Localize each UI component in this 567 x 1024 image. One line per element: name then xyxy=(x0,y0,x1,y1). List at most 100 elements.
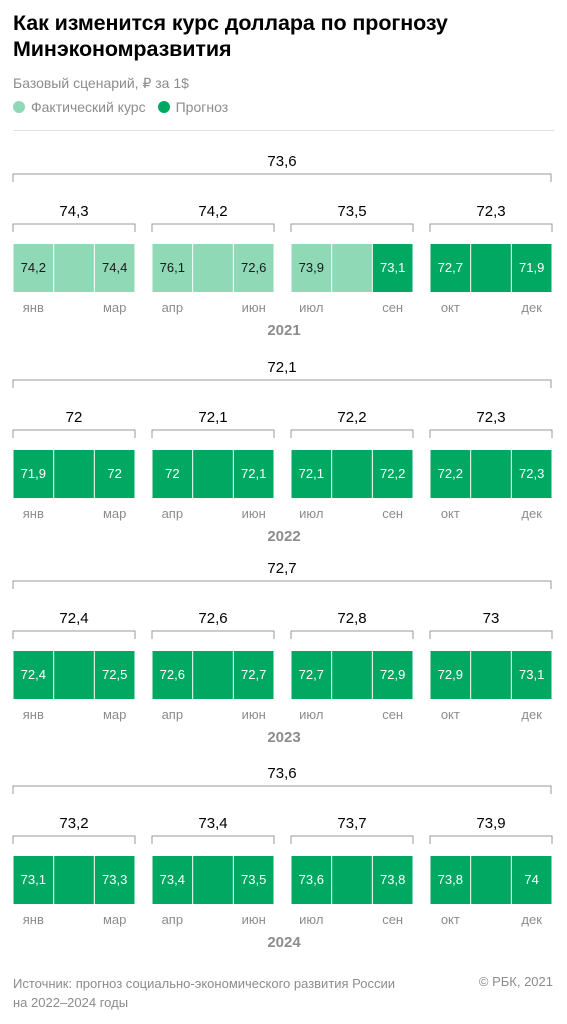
month-bar-y2021-q2-m3 xyxy=(233,244,274,292)
month-bar-y2024-q4-m1 xyxy=(430,856,471,904)
annual-value-y2021: 73,6 xyxy=(267,153,296,170)
year-label-y2021: 2021 xyxy=(267,322,300,339)
quarter-avg-y2023-q4: 73 xyxy=(483,610,500,627)
month-bar-y2023-q1-m2 xyxy=(54,651,94,699)
quarter-avg-y2023-q3: 72,8 xyxy=(337,610,366,627)
annual-value-y2024: 73,6 xyxy=(267,765,296,782)
month-value-first-y2022-q3: 72,1 xyxy=(299,466,324,481)
month-label-first-y2021-q3: июл xyxy=(299,300,323,315)
month-value-first-y2024-q1: 73,1 xyxy=(21,872,46,887)
month-bar-y2021-q2-m1 xyxy=(152,244,193,292)
month-label-last-y2021-q4: дек xyxy=(521,300,542,315)
month-value-first-y2022-q1: 71,9 xyxy=(21,466,46,481)
month-label-first-y2023-q2: апр xyxy=(162,707,184,722)
month-label-first-y2021-q2: апр xyxy=(162,300,184,315)
header-divider xyxy=(13,130,554,131)
month-label-first-y2024-q1: янв xyxy=(23,912,44,927)
month-label-first-y2021-q1: янв xyxy=(23,300,44,315)
legend: Фактический курс Прогноз xyxy=(13,99,240,115)
month-label-last-y2024-q3: сен xyxy=(382,912,403,927)
month-bar-y2022-q1-m2 xyxy=(54,450,94,498)
month-label-first-y2024-q2: апр xyxy=(162,912,184,927)
month-bar-y2023-q4-m1 xyxy=(430,651,471,699)
month-bar-y2022-q2-m1 xyxy=(152,450,193,498)
month-bar-y2021-q3-m1 xyxy=(291,244,332,292)
source-note: Источник: прогноз социально-экономическо… xyxy=(13,976,396,1010)
month-bar-y2022-q2-m2 xyxy=(193,450,233,498)
legend-label-forecast: Прогноз xyxy=(175,99,229,115)
quarter-avg-y2024-q1: 73,2 xyxy=(59,815,88,832)
quarter-avg-y2022-q3: 72,2 xyxy=(337,409,366,426)
month-bar-y2022-q3-m1 xyxy=(291,450,332,498)
month-value-last-y2021-q3: 73,1 xyxy=(380,260,405,275)
month-bar-y2023-q2-m3 xyxy=(233,651,274,699)
month-value-last-y2023-q1: 72,5 xyxy=(102,667,127,682)
month-label-last-y2021-q1: мар xyxy=(103,300,126,315)
month-bar-y2021-q4-m2 xyxy=(471,244,511,292)
month-bar-y2024-q1-m3 xyxy=(94,856,135,904)
month-bar-y2022-q4-m1 xyxy=(430,450,471,498)
month-value-last-y2024-q3: 73,8 xyxy=(380,872,405,887)
month-bar-y2021-q3-m2 xyxy=(332,244,372,292)
quarter-bracket-y2021-q1 xyxy=(12,223,136,232)
month-bar-y2024-q4-m3 xyxy=(511,856,552,904)
month-label-last-y2024-q2: июн xyxy=(242,912,266,927)
year-label-y2023: 2023 xyxy=(267,729,300,746)
quarter-bracket-y2024-q2 xyxy=(151,835,275,844)
month-bar-y2024-q3-m1 xyxy=(291,856,332,904)
month-label-last-y2022-q1: мар xyxy=(103,506,126,521)
month-label-last-y2023-q2: июн xyxy=(242,707,266,722)
month-value-first-y2024-q4: 73,8 xyxy=(438,872,463,887)
quarter-bracket-y2023-q1 xyxy=(12,630,136,639)
month-value-last-y2022-q4: 72,3 xyxy=(519,466,544,481)
quarter-avg-y2024-q2: 73,4 xyxy=(198,815,227,832)
month-label-first-y2022-q4: окт xyxy=(441,506,460,521)
quarter-avg-y2024-q4: 73,9 xyxy=(476,815,505,832)
month-label-last-y2024-q4: дек xyxy=(521,912,542,927)
month-bar-y2024-q2-m1 xyxy=(152,856,193,904)
quarter-avg-y2024-q3: 73,7 xyxy=(337,815,366,832)
quarter-avg-y2023-q2: 72,6 xyxy=(198,610,227,627)
quarter-avg-y2021-q1: 74,3 xyxy=(59,203,88,220)
month-bar-y2021-q1-m3 xyxy=(94,244,135,292)
month-value-first-y2023-q1: 72,4 xyxy=(21,667,46,682)
month-bar-y2024-q2-m3 xyxy=(233,856,274,904)
year-label-y2024: 2024 xyxy=(267,934,301,951)
quarter-bracket-y2024-q3 xyxy=(290,835,414,844)
quarter-avg-y2021-q4: 72,3 xyxy=(476,203,505,220)
month-value-first-y2023-q2: 72,6 xyxy=(160,667,185,682)
month-label-last-y2023-q1: мар xyxy=(103,707,126,722)
month-bar-y2022-q2-m3 xyxy=(233,450,274,498)
month-label-last-y2022-q3: сен xyxy=(382,506,403,521)
month-bar-y2024-q3-m3 xyxy=(372,856,413,904)
quarter-bracket-y2022-q4 xyxy=(429,429,553,438)
month-bar-y2023-q3-m3 xyxy=(372,651,413,699)
month-bar-y2023-q4-m3 xyxy=(511,651,552,699)
month-bar-y2021-q1-m2 xyxy=(54,244,94,292)
month-label-first-y2022-q1: янв xyxy=(23,506,44,521)
annual-value-y2022: 72,1 xyxy=(267,359,296,376)
month-bar-y2022-q1-m1 xyxy=(13,450,54,498)
month-value-first-y2022-q4: 72,2 xyxy=(438,466,463,481)
month-value-last-y2021-q4: 71,9 xyxy=(519,260,544,275)
month-bar-y2024-q3-m2 xyxy=(332,856,372,904)
month-bar-y2023-q1-m3 xyxy=(94,651,135,699)
month-value-first-y2023-q3: 72,7 xyxy=(299,667,324,682)
annual-bracket-y2021 xyxy=(12,173,552,182)
quarter-bracket-y2023-q4 xyxy=(429,630,553,639)
legend-item-actual: Фактический курс xyxy=(13,99,146,115)
month-bar-y2022-q3-m2 xyxy=(332,450,372,498)
annual-bracket-y2022 xyxy=(12,379,552,388)
month-label-first-y2021-q4: окт xyxy=(441,300,460,315)
month-label-first-y2022-q2: апр xyxy=(162,506,184,521)
quarter-bracket-y2022-q1 xyxy=(12,429,136,438)
month-value-first-y2021-q3: 73,9 xyxy=(299,260,324,275)
copyright: © РБК, 2021 xyxy=(478,974,553,989)
annual-bracket-y2023 xyxy=(12,580,552,589)
month-bar-y2021-q2-m2 xyxy=(193,244,233,292)
month-bar-y2021-q3-m3 xyxy=(372,244,413,292)
month-value-last-y2023-q2: 72,7 xyxy=(241,667,266,682)
month-value-last-y2022-q3: 72,2 xyxy=(380,466,405,481)
month-bar-y2023-q2-m1 xyxy=(152,651,193,699)
month-bar-y2024-q4-m2 xyxy=(471,856,511,904)
